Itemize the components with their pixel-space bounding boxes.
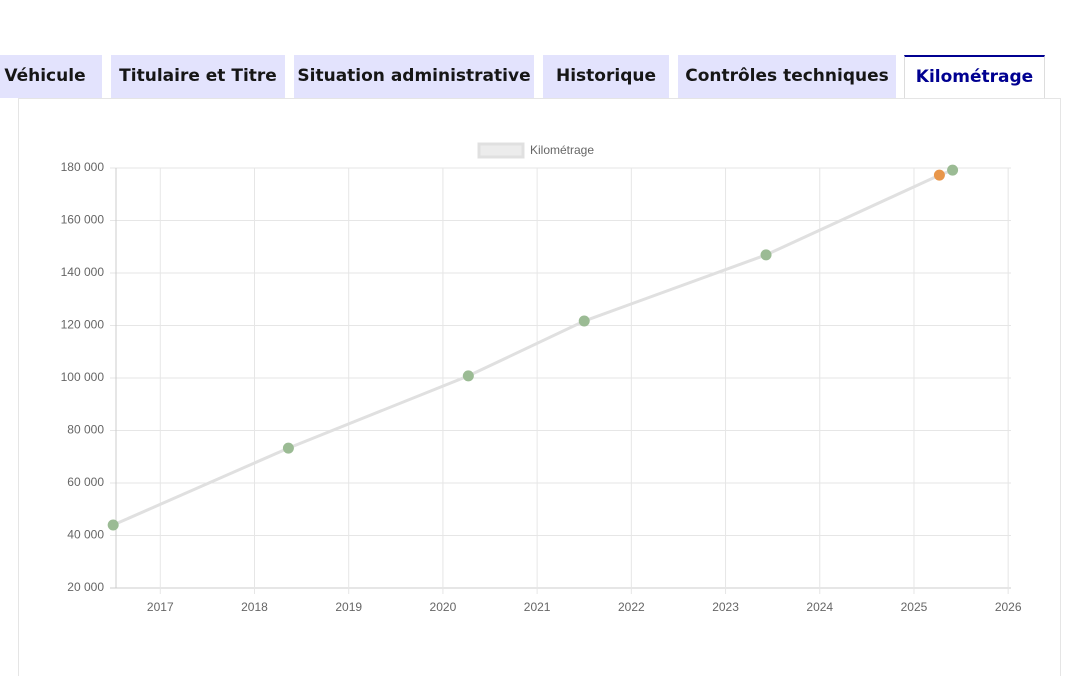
tab-panel bbox=[18, 98, 1061, 676]
point bbox=[947, 164, 959, 176]
y-tick-label: 40 000 bbox=[67, 528, 104, 542]
x-tick-label: 2026 bbox=[995, 600, 1022, 614]
legend-swatch bbox=[477, 142, 525, 159]
y-tick-label: 60 000 bbox=[67, 475, 104, 489]
x-tick-label: 2019 bbox=[335, 600, 362, 614]
x-tick-label: 2023 bbox=[712, 600, 739, 614]
y-tick-label: 140 000 bbox=[61, 265, 105, 279]
tab-bar: Véhicule Titulaire et Titre Situation admi… bbox=[0, 55, 1074, 99]
x-tick-label: 2025 bbox=[901, 600, 928, 614]
tab[interactable]: Historique bbox=[543, 55, 669, 98]
point bbox=[578, 315, 590, 327]
x-tick-label: 2021 bbox=[524, 600, 551, 614]
tab[interactable]: Situation administrative bbox=[294, 55, 534, 98]
point bbox=[107, 519, 119, 531]
line bbox=[112, 168, 954, 527]
y-tick-label: 80 000 bbox=[67, 423, 104, 437]
x-tick-label: 2018 bbox=[241, 600, 268, 614]
tab[interactable]: Véhicule bbox=[0, 55, 102, 98]
x-tick-label: 2024 bbox=[806, 600, 833, 614]
x-tick-label: 2022 bbox=[618, 600, 645, 614]
point bbox=[462, 370, 474, 382]
point bbox=[282, 442, 294, 454]
x-tick-label: 2020 bbox=[430, 600, 457, 614]
point bbox=[933, 169, 945, 181]
tab[interactable]: Kilométrage bbox=[904, 55, 1045, 98]
y-tick-label: 100 000 bbox=[61, 370, 105, 384]
y-tick-label: 120 000 bbox=[61, 318, 105, 332]
x-tick-label: 2017 bbox=[147, 600, 174, 614]
y-tick-label: 20 000 bbox=[67, 580, 104, 594]
tab[interactable]: Titulaire et Titre bbox=[111, 55, 285, 98]
y-tick-label: 160 000 bbox=[61, 213, 105, 227]
tab[interactable]: Contrôles techniques bbox=[678, 55, 896, 98]
legend-label: Kilométrage bbox=[530, 143, 594, 157]
point bbox=[760, 249, 772, 261]
y-tick-label: 180 000 bbox=[61, 160, 105, 174]
